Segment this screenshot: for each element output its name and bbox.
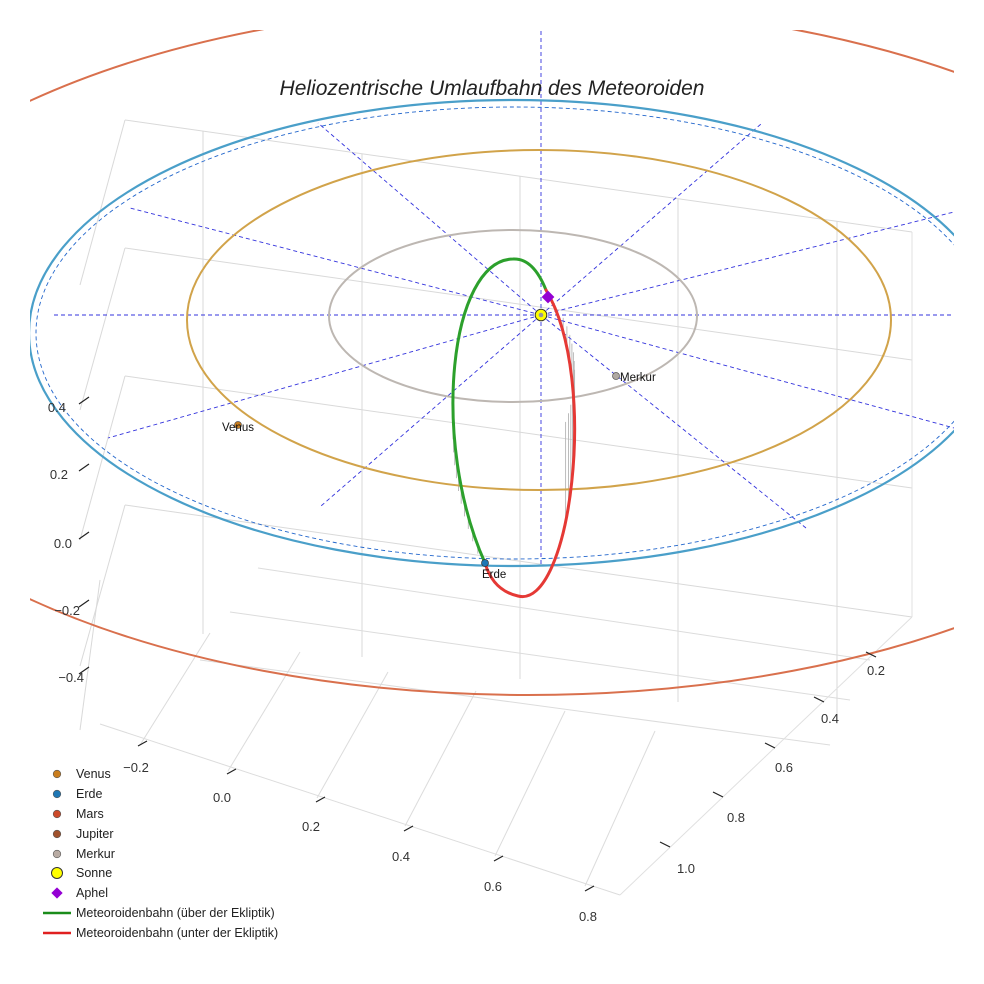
legend-dot-icon (38, 804, 76, 823)
legend-item-mars: Mars (38, 804, 278, 824)
z-tick-label: 0.0 (54, 536, 72, 551)
legend-item-erde: Erde (38, 784, 278, 804)
x-tick-label: 0.4 (392, 849, 410, 864)
orbit-erde (30, 98, 954, 568)
meteoroid-orbit (451, 257, 576, 598)
orbit-erde-ecliptic (35, 106, 954, 560)
side-panel-grid (79, 119, 126, 731)
right-panel-grid (619, 232, 913, 896)
legend-label: Mars (76, 806, 104, 821)
x-axis (137, 740, 595, 892)
legend-label: Jupiter (76, 826, 114, 841)
planet-label-erde: Erde (482, 569, 506, 581)
x-tick-label: 0.0 (213, 790, 231, 805)
sun-marker (534, 308, 548, 322)
legend-item-jupiter: Jupiter (38, 824, 278, 844)
legend-item-below: Meteoroidenbahn (unter der Ekliptik) (38, 923, 278, 943)
y-tick-label: 0.8 (727, 810, 745, 825)
legend: Venus Erde Mars Jupiter Merkur Sonne Aph… (38, 764, 278, 943)
ecliptic-radial-lines (52, 30, 954, 566)
legend-dot-icon (38, 824, 76, 843)
z-axis (78, 396, 90, 675)
legend-label: Venus (76, 766, 111, 781)
y-tick-label: 0.2 (867, 663, 885, 678)
planet-label-merkur: Merkur (620, 372, 656, 384)
z-tick-label: −0.2 (54, 603, 80, 618)
legend-diamond-icon (38, 884, 76, 903)
meteoroid-orbit-below-ecliptic (483, 288, 576, 598)
legend-label: Aphel (76, 886, 108, 901)
legend-item-merkur: Merkur (38, 844, 278, 864)
meteoroid-drop-lines (452, 317, 576, 554)
legend-sun-icon (38, 864, 76, 883)
x-tick-label: 0.2 (302, 819, 320, 834)
x-tick-label: 0.6 (484, 879, 502, 894)
planet-label-venus: Venus (222, 422, 254, 434)
legend-item-venus: Venus (38, 764, 278, 784)
y-tick-label: 0.4 (821, 711, 839, 726)
planet-point-erde (481, 559, 489, 567)
planet-point-venus (234, 421, 242, 429)
legend-dot-icon (38, 764, 76, 783)
z-tick-label: 0.4 (48, 400, 66, 415)
legend-label: Meteoroidenbahn (über der Ekliptik) (76, 906, 275, 921)
legend-dot-icon (38, 784, 76, 803)
floor-grid (99, 567, 871, 896)
planet-point-merkur (612, 372, 620, 380)
planet-orbits (30, 30, 954, 696)
legend-item-above: Meteoroidenbahn (über der Ekliptik) (38, 903, 278, 923)
orbit-merkur (328, 229, 698, 403)
legend-dot-icon (38, 844, 76, 863)
legend-item-aphel: Aphel (38, 883, 278, 903)
legend-label: Merkur (76, 846, 115, 861)
orbit-venus (186, 149, 892, 491)
legend-label: Sonne (76, 866, 113, 881)
chart-title: Heliozentrische Umlaufbahn des Meteoroid… (280, 77, 705, 100)
orbit-mars (30, 30, 954, 696)
y-axis (659, 651, 877, 848)
meteoroid-orbit-above-ecliptic (451, 257, 548, 565)
z-tick-label: 0.2 (50, 467, 68, 482)
legend-label: Meteoroidenbahn (unter der Ekliptik) (76, 926, 279, 941)
x-tick-label: −0.2 (123, 760, 149, 775)
legend-line-icon (38, 924, 76, 943)
grid-layer (79, 119, 913, 896)
legend-item-sonne: Sonne (38, 863, 278, 883)
legend-line-icon (38, 904, 76, 923)
z-tick-label: −0.4 (58, 670, 84, 685)
y-tick-label: 1.0 (677, 861, 695, 876)
y-tick-label: 0.6 (775, 760, 793, 775)
legend-label: Erde (76, 786, 103, 801)
x-tick-label: 0.8 (579, 909, 597, 924)
